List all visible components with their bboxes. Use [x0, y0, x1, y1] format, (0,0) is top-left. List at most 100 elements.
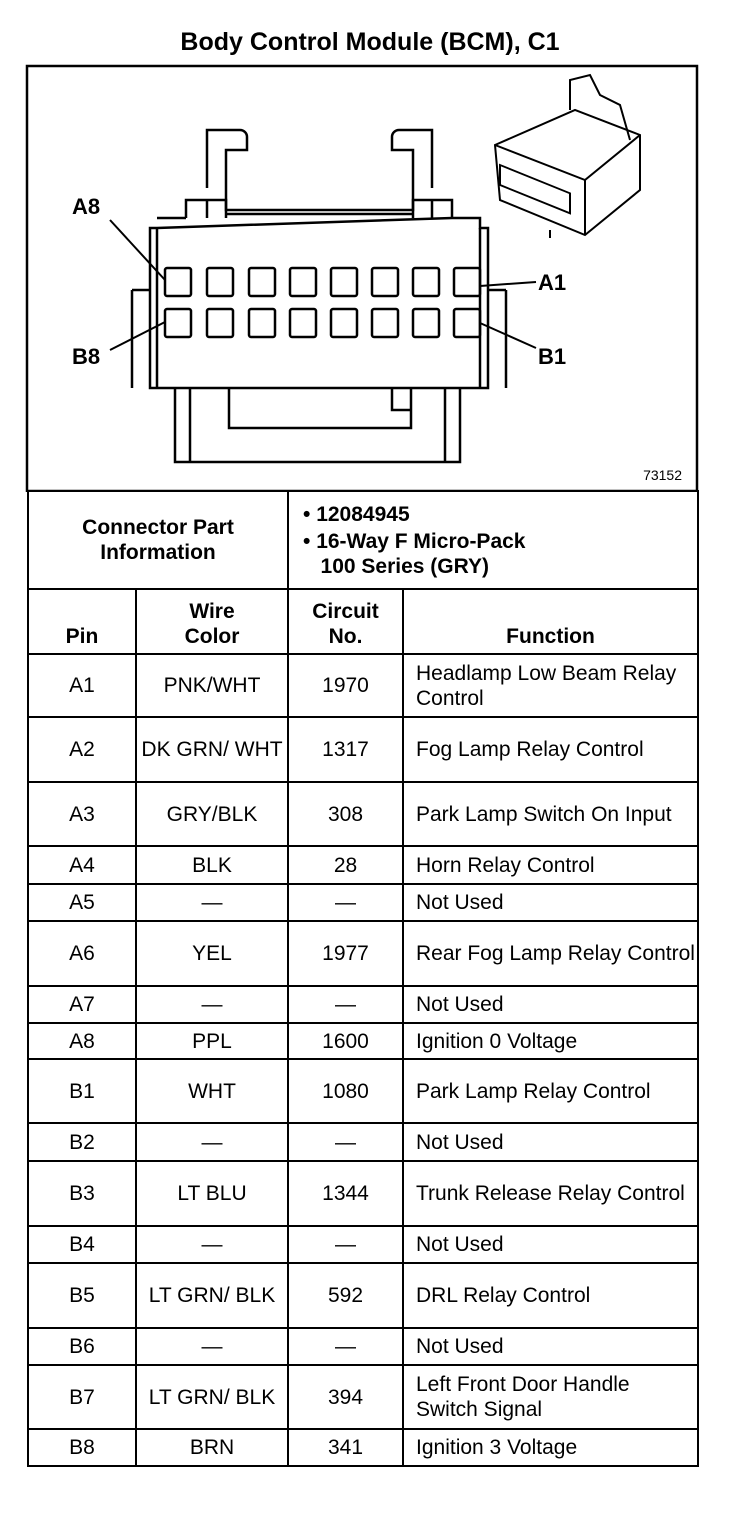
circuit-cell: — [287, 985, 404, 1024]
pin-cell: B1 [27, 1058, 137, 1124]
pin-cell: A2 [27, 716, 137, 783]
figure-number: 73152 [643, 467, 682, 483]
pin-cell: B2 [27, 1122, 137, 1162]
table-row: B6— — Not Used [27, 1327, 700, 1366]
table-header-row: Pin Wire Color Circuit No. Function [27, 588, 700, 655]
pin-cavities [163, 266, 482, 339]
pin-cell: B8 [27, 1428, 137, 1467]
function-cell: Rear Fog Lamp Relay Control [401, 920, 700, 987]
circuit-cell: 1600 [287, 1022, 404, 1060]
table-row: A1 PNK/WHT 1970 Headlamp Low Beam Relay Con… [27, 653, 700, 718]
table-row: B2— — Not Used [27, 1122, 700, 1162]
wire-color-cell: LT GRN/ BLK [135, 1364, 289, 1430]
part-number: • 12084945 [303, 502, 410, 526]
circuit-cell: — [287, 1327, 404, 1366]
wire-color-cell: LT BLU [135, 1160, 289, 1227]
connector-diagram: A8 A1 B8 B1 73152 [25, 64, 699, 492]
cavity-b3 [370, 307, 400, 339]
table-row: A5— — Not Used [27, 883, 700, 922]
wire-color-cell: GRY/BLK [135, 781, 289, 847]
cavity-a1 [452, 266, 482, 298]
label-a1: A1 [538, 270, 566, 295]
function-cell: Not Used [401, 1225, 700, 1264]
wire-color-cell: BRN [135, 1428, 289, 1467]
pin-cell: A4 [27, 845, 137, 885]
circuit-cell: 341 [287, 1428, 404, 1467]
table-row: B4— — Not Used [27, 1225, 700, 1264]
label-b1: B1 [538, 344, 566, 369]
table-row: A4 BLK 28 Horn Relay Control [27, 845, 700, 885]
cavity-b6 [247, 307, 277, 339]
cavity-b7 [205, 307, 235, 339]
label-b8: B8 [72, 344, 100, 369]
connector-info-label: Connector Part Information [27, 490, 289, 590]
function-cell: Not Used [401, 1327, 700, 1366]
wire-color-cell: PNK/WHT [135, 653, 289, 718]
table-row: A2 DK GRN/ WHT 1317 Fog Lamp Relay Control [27, 716, 700, 783]
cavity-a6 [247, 266, 277, 298]
connector-info-list: • 12084945 • 16-Way F Micro-Pack 100 Ser… [286, 490, 700, 590]
pin-cell: A5 [27, 883, 137, 922]
table-row: B5 LT GRN/ BLK 592 DRL Relay Control [27, 1262, 700, 1329]
pin-cell: B4 [27, 1225, 137, 1264]
wire-color-cell: YEL [135, 920, 289, 987]
cavity-b2 [411, 307, 441, 339]
function-cell: Headlamp Low Beam Relay Control [401, 653, 700, 718]
table-row: B1 WHT 1080 Park Lamp Relay Control [27, 1058, 700, 1124]
cavity-a3 [370, 266, 400, 298]
circuit-cell: 1317 [287, 716, 404, 783]
pin-cell: A8 [27, 1022, 137, 1060]
connector-pinout-table: Connector Part Information • 12084945 • … [27, 490, 700, 1467]
function-cell: Park Lamp Switch On Input [401, 781, 700, 847]
pin-cell: A7 [27, 985, 137, 1024]
wire-color-cell: DK GRN/ WHT [135, 716, 289, 783]
connector-face-drawing [130, 128, 508, 464]
circuit-cell: — [287, 1225, 404, 1264]
wire-color-cell: — [135, 883, 289, 922]
function-cell: Not Used [401, 985, 700, 1024]
wire-color-cell: BLK [135, 845, 289, 885]
connector-isometric-view [493, 73, 641, 238]
circuit-cell: 28 [287, 845, 404, 885]
circuit-cell: 394 [287, 1364, 404, 1430]
connector-type: • 16-Way F Micro-Pack 100 Series (GRY) [303, 529, 526, 578]
wire-color-cell: — [135, 1327, 289, 1366]
page-title: Body Control Module (BCM), C1 [180, 28, 560, 56]
wire-color-cell: WHT [135, 1058, 289, 1124]
connector-info-row: Connector Part Information • 12084945 • … [27, 490, 700, 590]
cavity-b8 [163, 307, 193, 339]
circuit-cell: 1977 [287, 920, 404, 987]
function-cell: Park Lamp Relay Control [401, 1058, 700, 1124]
cavity-b4 [329, 307, 359, 339]
cavity-b5 [288, 307, 318, 339]
circuit-cell: 1970 [287, 653, 404, 718]
function-cell: Not Used [401, 883, 700, 922]
pin-cell: B3 [27, 1160, 137, 1227]
function-cell: Fog Lamp Relay Control [401, 716, 700, 783]
pin-cell: A6 [27, 920, 137, 987]
function-cell: Ignition 3 Voltage [401, 1428, 700, 1467]
circuit-cell: 592 [287, 1262, 404, 1329]
table-row: A6 YEL 1977 Rear Fog Lamp Relay Control [27, 920, 700, 987]
circuit-cell: 1080 [287, 1058, 404, 1124]
circuit-cell: — [287, 883, 404, 922]
wire-color-cell: — [135, 985, 289, 1024]
leader-lines [109, 219, 537, 351]
wire-color-cell: PPL [135, 1022, 289, 1060]
pin-cell: B6 [27, 1327, 137, 1366]
pin-cell: A3 [27, 781, 137, 847]
header-circuit: Circuit No. [287, 588, 404, 655]
header-pin: Pin [27, 588, 137, 655]
circuit-cell: — [287, 1122, 404, 1162]
function-cell: Trunk Release Relay Control [401, 1160, 700, 1227]
table-row: B8 BRN 341 Ignition 3 Voltage [27, 1428, 700, 1467]
wire-color-cell: — [135, 1122, 289, 1162]
table-row: A3 GRY/BLK 308 Park Lamp Switch On Input [27, 781, 700, 847]
circuit-cell: 308 [287, 781, 404, 847]
wire-color-cell: LT GRN/ BLK [135, 1262, 289, 1329]
pin-cell: A1 [27, 653, 137, 718]
pin-cell: B7 [27, 1364, 137, 1430]
function-cell: DRL Relay Control [401, 1262, 700, 1329]
function-cell: Ignition 0 Voltage [401, 1022, 700, 1060]
function-cell: Left Front Door Handle Switch Signal [401, 1364, 700, 1430]
